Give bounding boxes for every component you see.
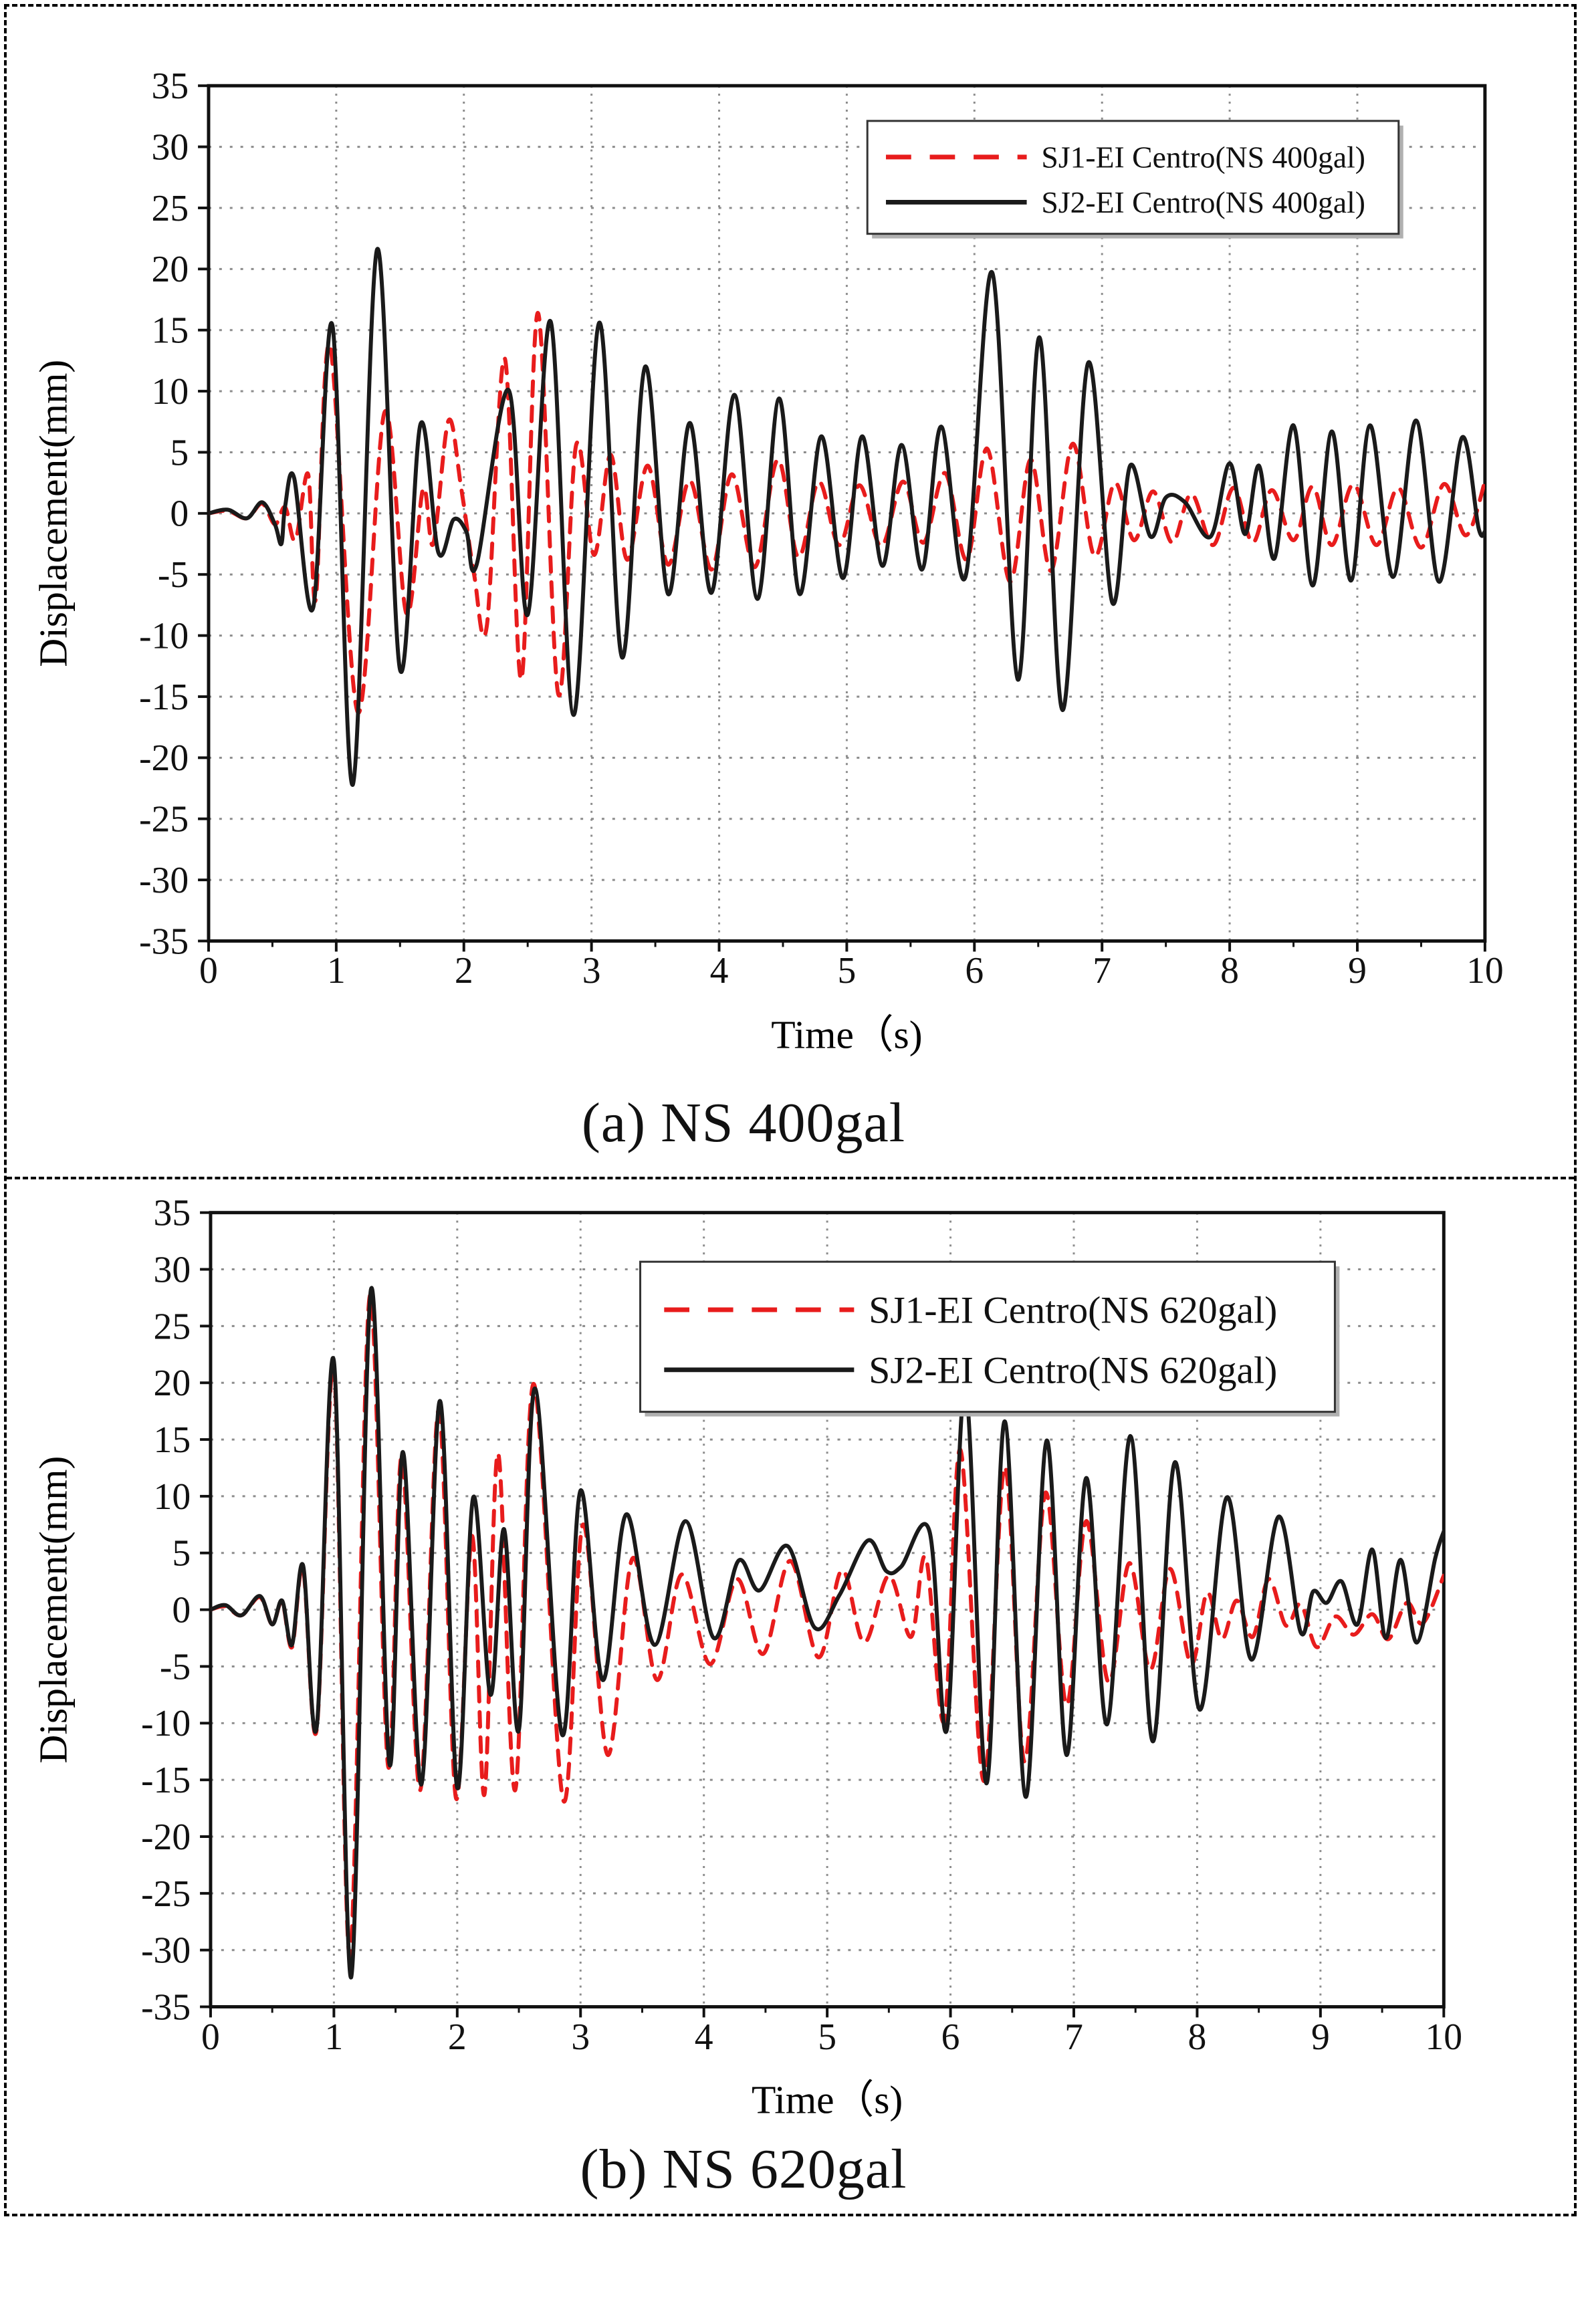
y-tick-label--25: -25 bbox=[139, 799, 189, 840]
y-tick-label--20: -20 bbox=[139, 737, 189, 779]
curves bbox=[208, 247, 1485, 787]
legend-box bbox=[866, 120, 1400, 235]
y-tick-label-35: 35 bbox=[154, 1193, 191, 1234]
y-axis-label: Displacement(mm) bbox=[31, 360, 75, 667]
y-tick-label-35: 35 bbox=[152, 66, 189, 107]
x-tick-label-4: 4 bbox=[710, 950, 729, 992]
x-tick-label-8: 8 bbox=[1220, 950, 1239, 992]
x-tick-label-0: 0 bbox=[199, 950, 218, 992]
y-tick-label--5: -5 bbox=[158, 554, 189, 596]
legend-label-sj2: SJ2-EI Centro(NS 400gal) bbox=[1041, 185, 1365, 219]
legend-label-sj1: SJ1-EI Centro(NS 400gal) bbox=[1041, 140, 1365, 174]
x-tick-label-0: 0 bbox=[201, 2016, 220, 2058]
legend-label-sj1: SJ1-EI Centro(NS 620gal) bbox=[869, 1290, 1277, 1332]
axis-ticks bbox=[200, 1211, 1446, 2018]
axis-ticks bbox=[198, 84, 1486, 952]
y-tick-label--10: -10 bbox=[139, 615, 189, 657]
x-tick-label-7: 7 bbox=[1093, 950, 1111, 992]
x-tick-label-5: 5 bbox=[838, 950, 857, 992]
y-tick-label--30: -30 bbox=[141, 1930, 191, 1972]
y-tick-label--35: -35 bbox=[139, 921, 189, 962]
x-tick-label-5: 5 bbox=[818, 2016, 836, 2058]
y-tick-label-30: 30 bbox=[154, 1249, 191, 1290]
legend: SJ1-EI Centro(NS 400gal) SJ2-EI Centro(NS… bbox=[866, 120, 1403, 239]
series-sj2-a bbox=[208, 247, 1485, 787]
panel-ns400gal: 35 30 25 20 15 10 5 0 -5 -10 -15 -20 -25 -30 -35 0 1 2 3 4 5… bbox=[7, 7, 1574, 1179]
x-tick-label-2: 2 bbox=[455, 950, 473, 992]
x-tick-label-2: 2 bbox=[448, 2016, 467, 2058]
y-tick-label--30: -30 bbox=[139, 860, 189, 901]
y-tick-label--25: -25 bbox=[141, 1873, 191, 1915]
panel-ns620gal: 35 30 25 20 15 10 5 0 -5 -10 -15 -20 -25 -30 -35 0 1 2 3 4 5… bbox=[7, 1179, 1574, 2214]
y-tick-label-25: 25 bbox=[152, 188, 189, 229]
y-tick-label--20: -20 bbox=[141, 1817, 191, 1858]
x-tick-label-8: 8 bbox=[1188, 2016, 1207, 2058]
x-tick-label-10: 10 bbox=[1425, 2016, 1462, 2058]
y-tick-label-10: 10 bbox=[154, 1476, 191, 1518]
y-tick-label-25: 25 bbox=[154, 1306, 191, 1347]
x-tick-label-3: 3 bbox=[571, 2016, 590, 2058]
series-sj1-a bbox=[208, 311, 1485, 715]
x-tick-label-1: 1 bbox=[327, 950, 346, 992]
x-tick-label-9: 9 bbox=[1311, 2016, 1330, 2058]
y-tick-label-5: 5 bbox=[170, 432, 189, 473]
gridlines bbox=[208, 86, 1485, 941]
curves bbox=[210, 1286, 1444, 1980]
y-tick-label--15: -15 bbox=[141, 1760, 191, 1801]
x-tick-label-3: 3 bbox=[582, 950, 601, 992]
x-axis-label: Time（s) bbox=[771, 1012, 922, 1056]
x-tick-label-6: 6 bbox=[941, 2016, 960, 2058]
y-tick-label-0: 0 bbox=[172, 1589, 191, 1631]
figure-frame: 35 30 25 20 15 10 5 0 -5 -10 -15 -20 -25 -30 -35 0 1 2 3 4 5… bbox=[4, 4, 1577, 2217]
y-tick-label-20: 20 bbox=[154, 1363, 191, 1404]
x-tick-label-10: 10 bbox=[1466, 950, 1504, 992]
x-tick-label-4: 4 bbox=[695, 2016, 713, 2058]
y-tick-label--10: -10 bbox=[141, 1703, 191, 1744]
series-sj2-b bbox=[210, 1286, 1444, 1980]
y-tick-label--5: -5 bbox=[160, 1646, 191, 1688]
gridlines bbox=[210, 1212, 1444, 2007]
y-tick-label-30: 30 bbox=[152, 127, 189, 168]
y-tick-label--15: -15 bbox=[139, 677, 189, 718]
y-tick-label-0: 0 bbox=[170, 493, 189, 535]
y-tick-label-15: 15 bbox=[154, 1419, 191, 1461]
legend-box bbox=[639, 1260, 1336, 1413]
x-tick-label-7: 7 bbox=[1064, 2016, 1083, 2058]
legend-label-sj2: SJ2-EI Centro(NS 620gal) bbox=[869, 1349, 1277, 1391]
y-axis-label: Displacement(mm) bbox=[31, 1456, 75, 1764]
y-tick-label-20: 20 bbox=[152, 249, 189, 290]
x-axis-label: Time（s) bbox=[752, 2077, 903, 2121]
x-tick-label-9: 9 bbox=[1348, 950, 1367, 992]
y-tick-label--35: -35 bbox=[141, 1986, 191, 2028]
legend: SJ1-EI Centro(NS 620gal) SJ2-EI Centro(NS… bbox=[639, 1260, 1340, 1417]
y-tick-label-5: 5 bbox=[172, 1533, 191, 1575]
x-tick-label-6: 6 bbox=[965, 950, 984, 992]
x-tick-label-1: 1 bbox=[324, 2016, 343, 2058]
caption-ns620gal: (b) NS 620gal bbox=[580, 2138, 907, 2201]
y-tick-label-15: 15 bbox=[152, 310, 189, 352]
caption-ns400gal: (a) NS 400gal bbox=[581, 1091, 906, 1154]
y-tick-label-10: 10 bbox=[152, 371, 189, 413]
